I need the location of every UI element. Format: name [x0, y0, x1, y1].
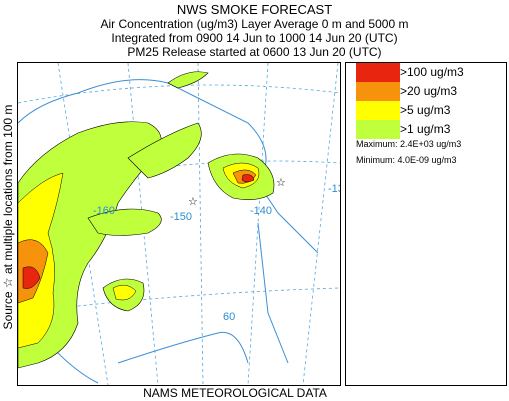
- legend-label: >100 ug/m3: [400, 65, 464, 79]
- concentration-subtitle: Air Concentration (ug/m3) Layer Average …: [100, 17, 409, 31]
- legend-label: >20 ug/m3: [400, 84, 458, 98]
- legend-swatch: [356, 101, 400, 120]
- legend-item: >100 ug/m3: [356, 63, 506, 82]
- north-coast: [18, 79, 319, 254]
- north-plume: [127, 122, 202, 179]
- plume-level-100: [22, 174, 255, 289]
- legend-item: >20 ug/m3: [356, 82, 506, 101]
- lon-label-130: -130: [328, 183, 340, 195]
- source-star-icon: ☆: [188, 196, 198, 208]
- lon-label-140: -140: [250, 205, 273, 217]
- legend-swatch: [356, 82, 400, 101]
- south-coast: [117, 331, 249, 364]
- central-plume: [87, 208, 162, 236]
- border-line: [257, 222, 289, 364]
- map-title: NWS SMOKE FORECAST: [176, 2, 333, 17]
- lat-label-60: 60: [223, 311, 236, 323]
- east-peak: [241, 174, 255, 183]
- north-fragment: [167, 71, 209, 89]
- integration-period: Integrated from 0900 14 Jun to 1000 14 J…: [111, 31, 398, 45]
- minimum-value: Minimum: 4.0E-09 ug/m3: [356, 155, 457, 165]
- concentration-legend: >100 ug/m3 >20 ug/m3 >5 ug/m3 >1 ug/m3 M…: [345, 62, 507, 386]
- west-peak: [22, 266, 41, 289]
- smoke-map: ☆ ☆ -160 -150 -140 -130 60: [17, 62, 341, 386]
- source-star-icon: ☆: [276, 177, 286, 189]
- meteorological-data-label: NAMS METEOROLOGICAL DATA: [143, 386, 327, 400]
- lat-line-70: [18, 84, 340, 104]
- map-canvas: [18, 63, 340, 385]
- legend-swatch: [356, 63, 400, 82]
- legend-swatch: [356, 120, 400, 139]
- southwest-island-core: [112, 284, 137, 301]
- legend-item: >5 ug/m3: [356, 101, 506, 120]
- legend-item: >1 ug/m3: [356, 120, 506, 139]
- legend-label: >5 ug/m3: [400, 103, 451, 117]
- source-locations-label: Source ☆ at multiple locations from 100 …: [1, 104, 15, 330]
- legend-label: >1 ug/m3: [400, 122, 451, 136]
- lon-label-150: -150: [170, 211, 193, 223]
- lon-label-160: -160: [93, 205, 116, 217]
- maximum-value: Maximum: 2.4E+03 ug/m3: [356, 139, 462, 149]
- release-start: PM25 Release started at 0600 13 Jun 20 (…: [127, 45, 382, 59]
